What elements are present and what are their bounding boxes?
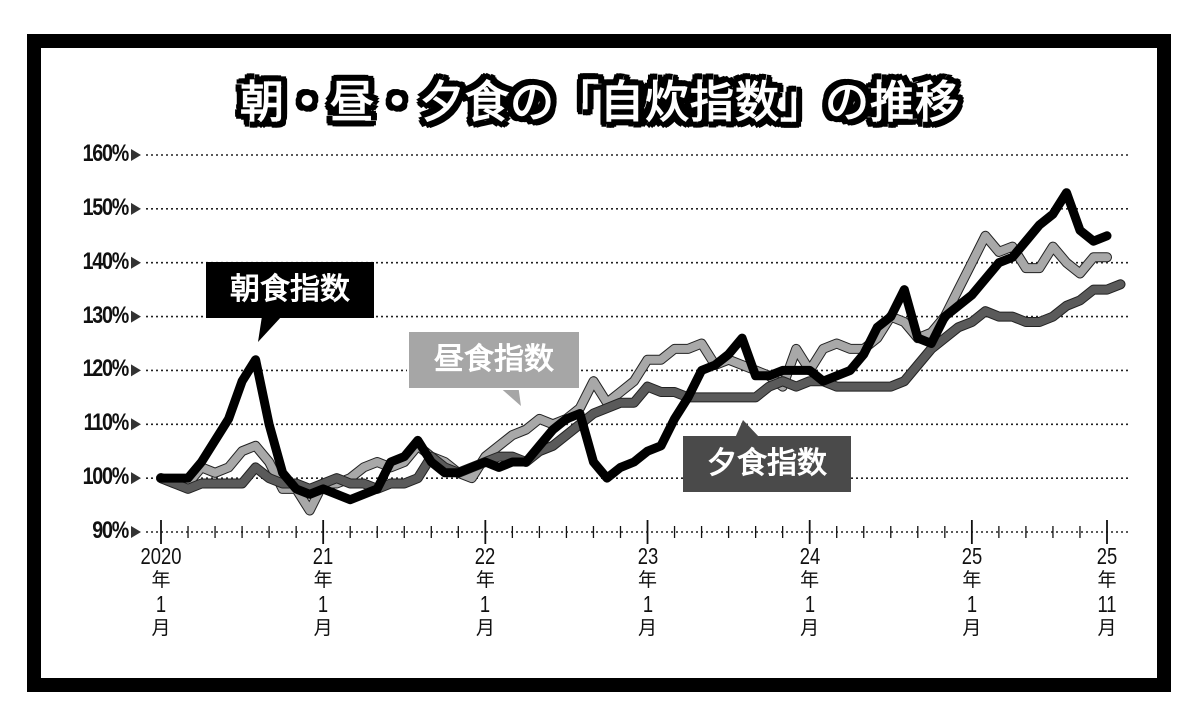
x-tick-label: 23 年 1 月 [637,543,658,639]
y-tick-label: 140% [82,247,130,275]
callout-pointer-dinner [735,420,760,438]
tick-arrow-icon [131,472,141,485]
x-tick-label: 25 年 1 月 [961,543,983,639]
callout-dinner: 夕食指数 [683,436,851,492]
y-tick-label: 110% [83,409,130,437]
y-tick-label: 160% [82,140,130,167]
chart-frame [27,34,1171,692]
y-tick-label: 130% [82,301,130,329]
tick-arrow-icon [131,202,141,215]
x-tick-label: 2020 年 1 月 [140,543,182,639]
callout-breakfast: 朝食指数 [206,262,374,318]
y-tick-label: 100% [82,463,130,491]
x-tick-label: 24 年 1 月 [799,543,820,639]
tick-arrow-icon [131,149,141,161]
x-tick-label: 22 年 1 月 [475,543,496,639]
tick-arrow-icon [131,364,141,377]
chart-title-wrap: 朝・昼・夕食の「自炊指数」の推移 [0,66,1200,130]
tick-arrow-icon [131,256,141,269]
series-line-breakfast [156,188,1112,505]
y-tick-label: 150% [82,193,130,221]
x-tick-label: 21 年 1 月 [312,543,334,639]
y-tick-label: 90% [92,517,129,544]
tick-arrow-icon [131,418,141,431]
series-line-dinner [157,280,1125,493]
x-tick-label: 25 年 11 月 [1096,543,1118,639]
tick-arrow-icon [131,310,141,323]
tick-arrow-icon [131,526,141,538]
y-tick-label: 120% [82,355,130,383]
callout-pointer-breakfast [258,316,282,342]
chart-title: 朝・昼・夕食の「自炊指数」の推移 [240,77,960,128]
callout-lunch: 昼食指数 [407,330,581,390]
